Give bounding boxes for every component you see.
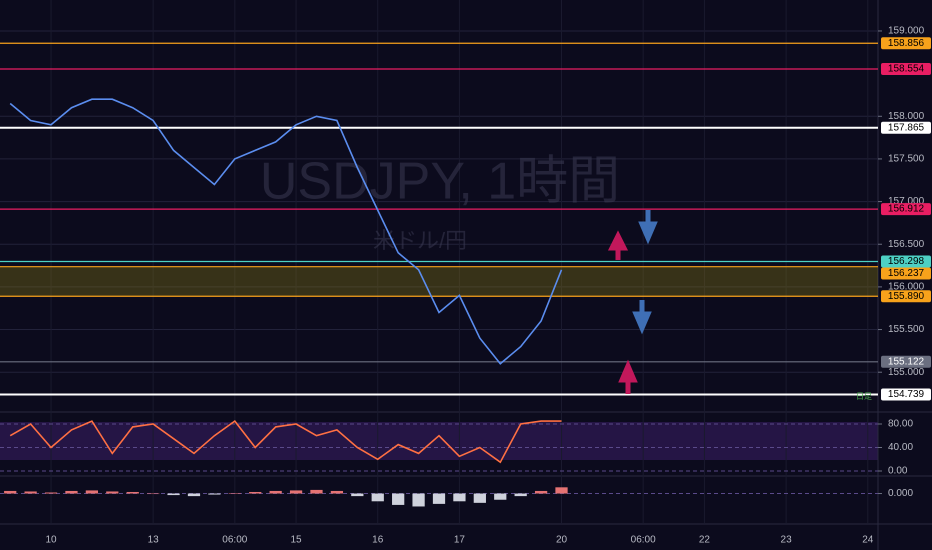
bar xyxy=(351,493,364,497)
series-line xyxy=(9,420,562,464)
level-label-box xyxy=(881,290,931,303)
level-label-box xyxy=(881,63,931,76)
level-label-box xyxy=(881,255,931,268)
up-arrow xyxy=(618,359,638,394)
bar xyxy=(289,490,303,494)
x-tick-label: 06:00 xyxy=(222,535,247,546)
level-label-box xyxy=(881,388,931,401)
y-tick-label: 0.000 xyxy=(888,488,913,499)
bar xyxy=(534,490,548,494)
x-tick-label: 16 xyxy=(372,535,384,546)
level-label: 158.554 xyxy=(888,64,925,75)
level-label-box xyxy=(881,121,931,134)
bar xyxy=(514,493,527,497)
x-tick-label: 10 xyxy=(45,535,57,546)
x-tick-label: 24 xyxy=(862,535,874,546)
y-tick-label: 80.00 xyxy=(888,419,913,430)
bar xyxy=(494,493,507,500)
bar xyxy=(106,491,119,494)
level-label: 158.856 xyxy=(888,38,925,49)
y-tick-label: 159.000 xyxy=(888,26,925,37)
level-label: 155.890 xyxy=(888,291,925,302)
x-tick-label: 13 xyxy=(148,535,160,546)
y-tick-label: 155.500 xyxy=(888,324,925,335)
level-label: 156.298 xyxy=(888,256,925,267)
x-tick-label: 15 xyxy=(291,535,303,546)
x-tick-label: 23 xyxy=(781,535,793,546)
bar xyxy=(371,493,384,502)
down-arrow xyxy=(632,300,652,335)
bar xyxy=(167,493,180,496)
level-label: 156.237 xyxy=(888,268,925,279)
x-tick-label: 06:00 xyxy=(631,535,656,546)
bar xyxy=(65,490,78,494)
x-tick-label: 20 xyxy=(556,535,568,546)
level-label: 155.122 xyxy=(888,356,925,367)
bar xyxy=(473,493,486,503)
zone xyxy=(0,266,878,297)
bar xyxy=(392,493,405,505)
level-label-box xyxy=(881,203,931,216)
bar xyxy=(44,492,58,494)
bar xyxy=(24,491,37,494)
level-label-box xyxy=(881,267,931,280)
y-tick-label: 156.000 xyxy=(888,282,925,293)
y-tick-label: 157.000 xyxy=(888,196,925,207)
bar xyxy=(432,493,446,504)
bar xyxy=(412,493,425,507)
bar xyxy=(310,489,323,494)
bar xyxy=(187,493,201,497)
bar xyxy=(555,487,568,494)
watermark-subtitle: 米ドル/円 xyxy=(373,228,467,253)
level-label: 156.912 xyxy=(888,204,925,215)
y-tick-label: 156.500 xyxy=(888,239,925,250)
y-tick-label: 158.000 xyxy=(888,111,925,122)
y-tick-label: 157.500 xyxy=(888,154,925,165)
level-label: 157.865 xyxy=(888,122,925,133)
bar xyxy=(147,493,160,495)
signal-arrows xyxy=(607,210,658,394)
annotation: 日足 xyxy=(856,392,872,401)
level-label-box xyxy=(881,37,931,50)
stoch-band xyxy=(0,422,878,460)
y-tick-label: 0.00 xyxy=(888,466,908,477)
watermark-title: USDJPY, 1時間 xyxy=(260,153,620,211)
bar xyxy=(85,490,99,494)
y-tick-label: 155.000 xyxy=(888,367,925,378)
x-tick-label: 17 xyxy=(454,535,466,546)
bar xyxy=(269,490,282,494)
x-tick-label: 22 xyxy=(699,535,711,546)
down-arrow xyxy=(638,210,658,245)
bar xyxy=(249,491,262,494)
bar xyxy=(228,493,241,494)
y-tick-label: 40.00 xyxy=(888,442,913,453)
bar xyxy=(208,493,221,495)
bar xyxy=(330,490,344,494)
bar xyxy=(453,493,466,502)
level-label-box xyxy=(881,355,931,368)
series-line xyxy=(9,98,563,365)
bar xyxy=(4,490,17,494)
bar xyxy=(126,491,139,494)
up-arrow xyxy=(607,230,629,260)
level-label: 154.739 xyxy=(888,389,925,400)
